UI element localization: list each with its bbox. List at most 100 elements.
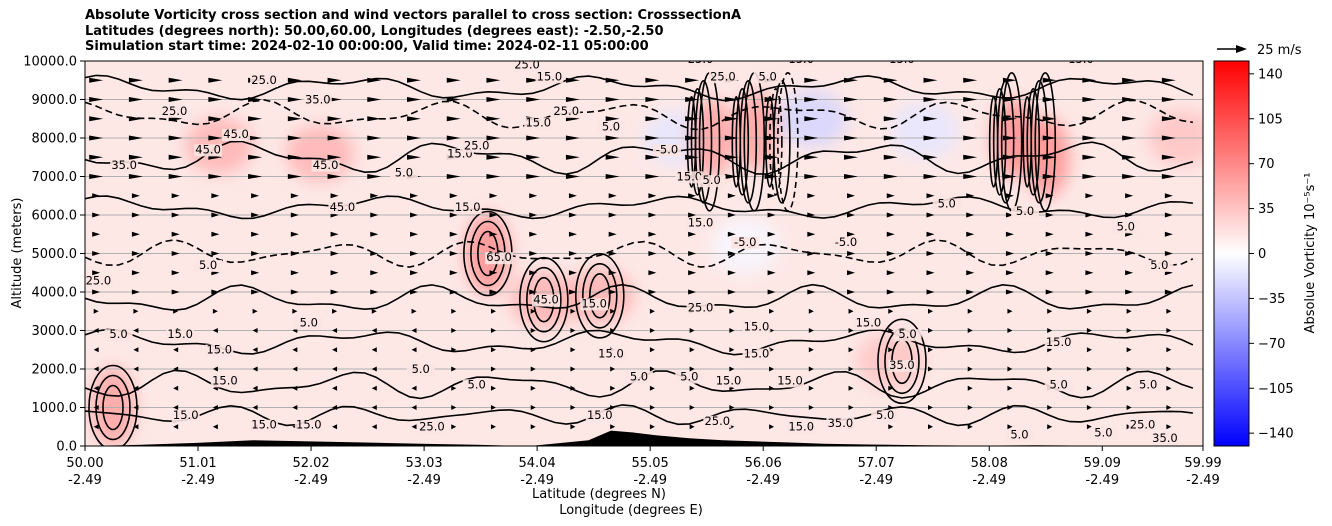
wind-vector-arrow	[410, 270, 419, 276]
wind-vector-arrow	[92, 193, 101, 199]
wind-vector-arrow	[568, 212, 577, 218]
wind-vector-arrow	[886, 231, 895, 237]
wind-vector-arrow	[451, 385, 457, 391]
contour-label-bg	[776, 375, 805, 388]
wind-vector-arrow	[1086, 308, 1092, 314]
wind-vector-arrow	[1164, 212, 1173, 218]
wind-vector-arrow	[407, 97, 422, 102]
contour-label-bg	[596, 121, 625, 134]
wind-vector-arrow	[530, 328, 536, 333]
wind-vector-arrow	[173, 385, 179, 391]
wind-vector-arrow	[1161, 135, 1176, 141]
wind-vector-arrow	[1002, 154, 1017, 160]
contour-label: 45.0	[223, 127, 249, 141]
y-tick-label: 1000.0	[32, 401, 78, 416]
y-tick-label: 7000.0	[32, 170, 78, 185]
wind-vector-arrow	[1085, 289, 1094, 295]
contour-label-bg	[389, 167, 418, 180]
wind-vector-arrow	[568, 270, 577, 276]
wind-vector-arrow	[888, 308, 894, 314]
wind-vector-arrow	[966, 231, 975, 237]
contour-label-bg	[624, 371, 653, 384]
contour-label: 25.0	[251, 73, 277, 87]
contour-closed	[877, 318, 927, 405]
wind-vector-arrow	[927, 385, 933, 391]
wind-vector-arrow	[807, 251, 816, 256]
contour-label-bg	[585, 410, 614, 423]
wind-vector-arrow	[490, 347, 496, 353]
plot-area: 25.015.025.025.0 5.015.0 15.0 15.025.035.02…	[85, 61, 1203, 446]
contour-closed	[1030, 80, 1049, 204]
wind-vector-arrow	[927, 347, 933, 353]
wind-vector-arrow	[645, 135, 660, 141]
x-tick-label-latitude: 50.00	[66, 456, 103, 471]
contour-label: -5.0	[835, 235, 857, 249]
wind-vector-arrow	[645, 154, 660, 160]
wind-vector-arrow	[764, 174, 779, 179]
wind-vector-arrow	[565, 174, 580, 179]
wind-vector-arrow	[804, 97, 819, 102]
wind-vector-arrow	[171, 270, 180, 276]
wind-vector-arrow	[330, 231, 339, 237]
wind-vector-arrow	[764, 154, 779, 160]
wind-vector-arrow	[729, 308, 735, 314]
colorbar-tick-label: 70	[1258, 157, 1275, 172]
contour-label: 15.0	[581, 296, 607, 310]
contour-label-bg	[787, 61, 816, 66]
quiver-key-arrow-head	[1236, 45, 1247, 53]
wind-vector-arrow	[128, 174, 143, 179]
contour-closed	[690, 88, 705, 196]
wind-vector-arrow	[1007, 308, 1013, 314]
wind-vector-arrow	[407, 116, 422, 122]
wind-vector-arrow	[1085, 212, 1094, 218]
wind-vector-arrow	[89, 116, 104, 122]
contour-label-bg	[535, 71, 564, 84]
contour-label: 5.0	[759, 69, 777, 83]
contour-label: 35.0	[889, 358, 915, 372]
wind-vector-arrow	[93, 366, 99, 372]
wind-vector-arrow	[133, 385, 139, 391]
contour-label: 5.0	[1150, 258, 1168, 272]
contour-label: 25.0	[553, 104, 579, 118]
contour-label-bg	[194, 259, 223, 272]
wind-vector-arrow	[848, 328, 854, 333]
wind-vector-arrow	[808, 385, 814, 391]
wind-vector-arrow	[451, 347, 457, 353]
wind-vector-arrow	[327, 154, 342, 160]
wind-vector-arrow	[807, 231, 816, 237]
x-tick-label-longitude: -2.49	[746, 473, 780, 488]
contour-label-bg	[1044, 336, 1073, 349]
contour-label-bg	[205, 344, 234, 357]
wind-vector-arrow	[1045, 289, 1054, 295]
wind-vector-arrow	[963, 154, 978, 160]
contour-label: 5.0	[412, 362, 430, 376]
wind-vector-arrow	[327, 174, 342, 179]
wind-vector-arrow	[966, 251, 975, 256]
wind-vector-arrow	[1045, 270, 1054, 276]
wind-vector-arrow	[529, 231, 538, 237]
contour-label: 35.0	[305, 92, 331, 106]
wind-vector-arrow	[330, 193, 339, 199]
wind-vector-arrow	[1086, 328, 1092, 333]
wind-vector-arrow	[688, 231, 697, 237]
wind-vector-arrow	[252, 405, 258, 410]
colorbar-gradient	[1213, 60, 1250, 447]
contour-label: 5.0	[1010, 427, 1028, 441]
contour-label: 25.0	[86, 273, 112, 287]
wind-vector-arrow	[926, 289, 935, 295]
wind-vector-arrow	[1042, 77, 1057, 83]
contour-label: 5.0	[109, 327, 127, 341]
wind-vector-arrow	[804, 135, 819, 141]
wind-vector-arrow	[608, 231, 617, 237]
wind-vector-arrow	[211, 251, 220, 256]
wind-vector-arrow	[807, 193, 816, 199]
wind-vector-arrow	[411, 308, 417, 314]
wind-vector-arrow	[490, 328, 496, 333]
x-tick-label-latitude: 51.01	[179, 456, 216, 471]
wind-vector-arrow	[963, 77, 978, 83]
wind-vector-arrow	[411, 405, 417, 410]
wind-vector-arrow	[89, 154, 104, 160]
wind-vector-arrow	[967, 424, 973, 430]
wind-vector-arrow	[208, 174, 223, 179]
wind-vector-arrow	[769, 308, 775, 314]
